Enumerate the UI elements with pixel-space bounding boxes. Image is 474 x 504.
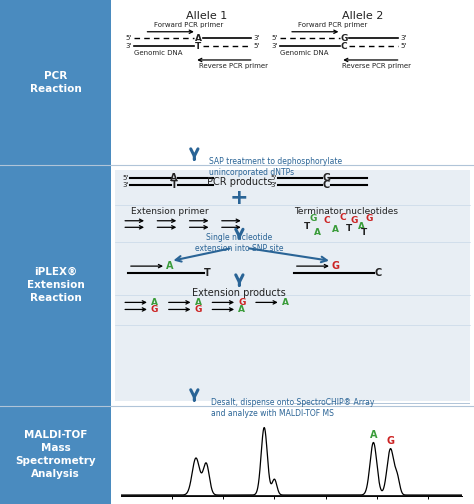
Text: 3': 3'	[400, 35, 406, 41]
Text: 3': 3'	[253, 35, 259, 41]
Text: T: T	[304, 222, 310, 231]
Text: T: T	[346, 224, 352, 233]
Text: A: A	[195, 298, 201, 307]
Text: 5': 5'	[122, 175, 128, 181]
Text: A: A	[166, 261, 173, 271]
Text: 5': 5'	[271, 35, 277, 41]
Text: G: G	[151, 305, 158, 314]
Text: 3': 3'	[125, 43, 131, 49]
Text: Allele 1: Allele 1	[185, 11, 227, 21]
Text: C: C	[341, 42, 347, 51]
Text: C: C	[374, 268, 382, 278]
Text: 3': 3'	[122, 182, 128, 188]
Text: G: G	[309, 214, 317, 223]
Text: 5': 5'	[125, 35, 131, 41]
Text: A: A	[238, 305, 245, 314]
Text: PCR products: PCR products	[207, 177, 272, 187]
Text: Terminator nucleotides: Terminator nucleotides	[294, 207, 398, 216]
Text: G: G	[340, 34, 348, 43]
Text: G: G	[332, 261, 339, 271]
Text: iPLEX®
Extension
Reaction: iPLEX® Extension Reaction	[27, 267, 84, 303]
Text: Extension products: Extension products	[192, 288, 286, 298]
Text: C: C	[322, 180, 330, 191]
Text: A: A	[170, 173, 178, 183]
Text: G: G	[194, 305, 202, 314]
Text: T: T	[361, 228, 367, 237]
Text: 5': 5'	[270, 175, 276, 181]
Text: A: A	[370, 429, 377, 439]
Text: Extension primer: Extension primer	[131, 207, 209, 216]
Text: +: +	[230, 188, 249, 208]
Text: 5': 5'	[400, 43, 406, 49]
Text: A: A	[332, 225, 339, 234]
Text: Forward PCR primer: Forward PCR primer	[298, 22, 367, 28]
Text: Forward PCR primer: Forward PCR primer	[154, 22, 223, 28]
Text: A: A	[195, 34, 201, 43]
Text: 3': 3'	[270, 182, 276, 188]
Text: Desalt, dispense onto SpectroCHIP® Array
and analyze with MALDI-TOF MS: Desalt, dispense onto SpectroCHIP® Array…	[211, 398, 374, 417]
Text: T: T	[195, 42, 201, 51]
Text: 3': 3'	[271, 43, 277, 49]
Text: Reverse PCR primer: Reverse PCR primer	[199, 62, 268, 69]
FancyBboxPatch shape	[111, 0, 474, 504]
Text: Allele 2: Allele 2	[342, 11, 383, 21]
Text: C: C	[340, 213, 346, 222]
Text: G: G	[365, 214, 373, 223]
Text: G: G	[322, 173, 330, 183]
FancyBboxPatch shape	[115, 170, 470, 401]
Text: MALDI-TOF
Mass
Spectrometry
Analysis: MALDI-TOF Mass Spectrometry Analysis	[15, 430, 96, 479]
Text: Single nucleotide
extension into SNP site: Single nucleotide extension into SNP sit…	[195, 233, 283, 253]
Text: T: T	[171, 180, 177, 191]
Text: Genomic DNA: Genomic DNA	[134, 50, 182, 56]
Text: 5': 5'	[253, 43, 259, 49]
Text: A: A	[282, 298, 289, 307]
Text: G: G	[386, 436, 394, 446]
Text: SAP treatment to dephosphorylate
unincorporated dNTPs: SAP treatment to dephosphorylate unincor…	[209, 157, 342, 176]
Text: A: A	[358, 222, 365, 231]
Text: C: C	[324, 216, 330, 225]
Text: G: G	[351, 216, 358, 225]
Text: Genomic DNA: Genomic DNA	[280, 50, 328, 56]
Text: G: G	[238, 298, 246, 307]
Text: PCR
Reaction: PCR Reaction	[30, 71, 82, 94]
Text: Reverse PCR primer: Reverse PCR primer	[342, 62, 411, 69]
Text: A: A	[314, 228, 321, 237]
Text: T: T	[204, 268, 211, 278]
Text: A: A	[151, 298, 158, 307]
FancyBboxPatch shape	[0, 0, 111, 504]
